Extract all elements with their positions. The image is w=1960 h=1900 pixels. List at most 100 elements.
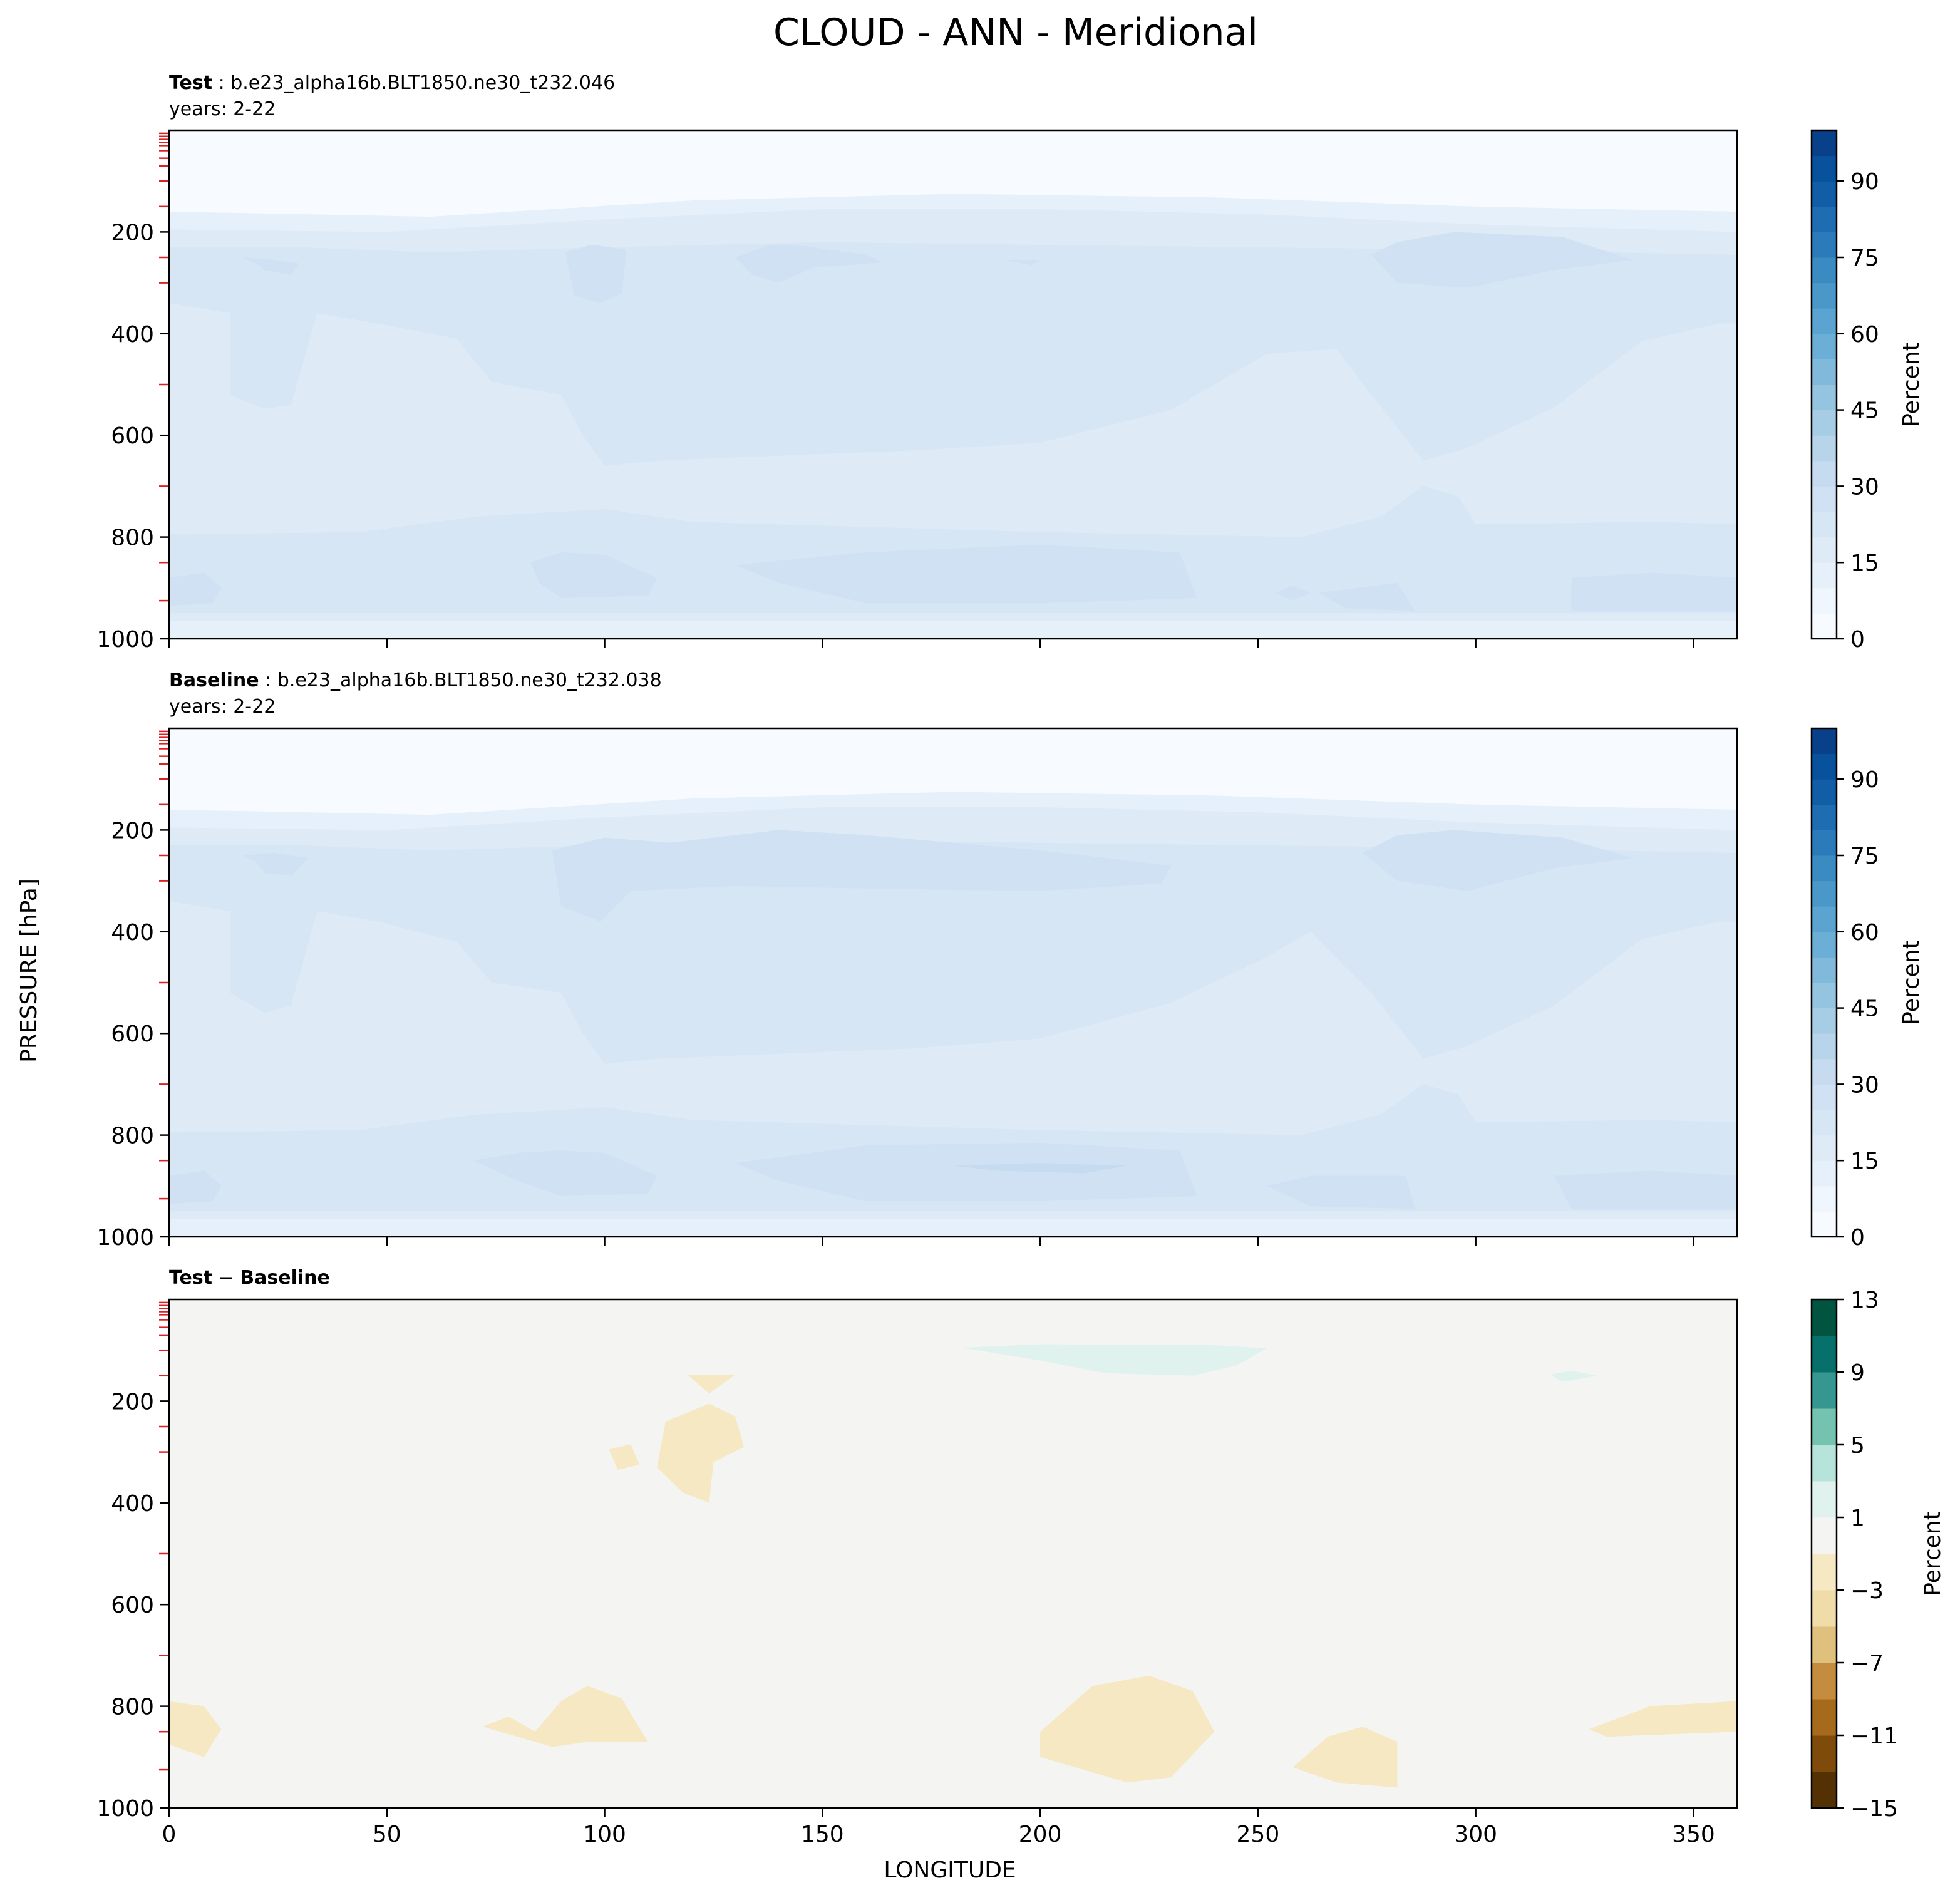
panel-diff-contour-5 bbox=[169, 1701, 222, 1757]
panel-diff-contour-1 bbox=[1549, 1370, 1598, 1382]
panel-diff-plot-area bbox=[168, 1298, 1738, 1809]
panel-diff-contour-6 bbox=[482, 1686, 649, 1747]
panel-baseline-contour-8 bbox=[473, 1150, 657, 1196]
panel-diff-colorbar-band-5 bbox=[1812, 1590, 1837, 1627]
panel-baseline-ytick-label-4: 1000 bbox=[96, 1225, 154, 1251]
panel-diff-xtick-label-5: 250 bbox=[1237, 1822, 1280, 1847]
panel-test-colorbar-tick-label-6: 90 bbox=[1850, 169, 1879, 195]
x-axis-label: LONGITUDE bbox=[884, 1857, 1016, 1883]
panel-baseline-colorbar-band-4 bbox=[1812, 1110, 1837, 1136]
figure-title: CLOUD - ANN - Meridional bbox=[773, 11, 1258, 54]
panel-baseline-colorbar-band-15 bbox=[1812, 830, 1837, 856]
panel-diff-colorbar-band-13 bbox=[1812, 1299, 1837, 1336]
panel-diff-contour-7 bbox=[1040, 1675, 1215, 1783]
panel-diff-colorbar-tick-label-3: −3 bbox=[1850, 1578, 1884, 1604]
panel-baseline-colorbar-band-7 bbox=[1812, 1033, 1837, 1060]
panel-baseline-colorbar-band-19 bbox=[1812, 728, 1837, 755]
panel-test-ytick-label-3: 800 bbox=[111, 525, 154, 551]
panel-test-contour-10 bbox=[530, 552, 657, 598]
panel-baseline-colorbar-label: Percent bbox=[1899, 940, 1924, 1025]
panel-diff-xtick-label-3: 150 bbox=[801, 1822, 844, 1847]
panel-baseline-colorbar: 0 15 30 45 60 75 90 Percent bbox=[1810, 727, 1924, 1251]
panel-diff-ytick-label-0: 200 bbox=[111, 1389, 154, 1415]
panel-baseline-colorbar-tick-label-4: 60 bbox=[1850, 920, 1879, 946]
panel-diff-colorbar-band-1 bbox=[1812, 1735, 1837, 1772]
panel-baseline-y-axis: 200 400 600 800 1000 bbox=[96, 730, 169, 1251]
panel-baseline-colorbar-tick-label-6: 90 bbox=[1850, 767, 1879, 793]
panel-test-colorbar-frame bbox=[1810, 129, 1838, 640]
panel-baseline-contour-10 bbox=[953, 1163, 1128, 1174]
panel-diff-contour-4 bbox=[609, 1444, 640, 1470]
panel-baseline-ytick-label-1: 400 bbox=[111, 920, 154, 946]
panel-test-colorbar-band-10 bbox=[1812, 359, 1837, 385]
panel-baseline-colorbar-band-14 bbox=[1812, 855, 1837, 882]
panel-test-colorbar-tick-label-4: 60 bbox=[1850, 322, 1879, 348]
panel-baseline-colorbar-band-8 bbox=[1812, 1008, 1837, 1034]
panel-diff-xtick-label-1: 50 bbox=[373, 1822, 401, 1847]
panel-baseline-colorbar-band-16 bbox=[1812, 804, 1837, 830]
panel-diff-colorbar-tick-label-5: 5 bbox=[1850, 1433, 1865, 1459]
panel-diff-xtick-label-7: 350 bbox=[1672, 1822, 1715, 1847]
panel-test-colorbar-band-14 bbox=[1812, 257, 1837, 284]
panel-baseline-contours bbox=[169, 792, 1737, 1237]
panel-baseline-colorbar-tick-label-2: 30 bbox=[1850, 1072, 1879, 1098]
panel-test-colorbar-tick-label-1: 15 bbox=[1850, 550, 1879, 576]
panel-baseline-contour-3 bbox=[169, 901, 1737, 1135]
panel-diff-colorbar-tick-label-0: −15 bbox=[1850, 1796, 1898, 1822]
panel-diff-xtick-label-2: 100 bbox=[583, 1822, 626, 1847]
panel-test-contour-7 bbox=[1005, 260, 1041, 266]
panel-baseline-label: Baseline : b.e23_alpha16b.BLT1850.ne30_t… bbox=[169, 669, 662, 691]
panel-diff-colorbar-band-11 bbox=[1812, 1372, 1837, 1409]
panel-baseline: Baseline : b.e23_alpha16b.BLT1850.ne30_t… bbox=[96, 669, 1924, 1251]
panel-test-label-bold: Test bbox=[169, 72, 212, 94]
panel-test-colorbar-band-9 bbox=[1812, 385, 1837, 411]
panel-diff-colorbar-band-0 bbox=[1812, 1772, 1837, 1809]
panel-diff-colorbar-band-12 bbox=[1812, 1336, 1837, 1373]
panel-baseline-colorbar-band-13 bbox=[1812, 880, 1837, 907]
panel-baseline-frame bbox=[168, 727, 1738, 1238]
panel-baseline-colorbar-band-9 bbox=[1812, 983, 1837, 1009]
panel-test-colorbar-band-12 bbox=[1812, 308, 1837, 334]
panel-diff-label-rest: − bbox=[212, 1267, 240, 1289]
panel-baseline-colorbar-tick-label-0: 0 bbox=[1850, 1225, 1865, 1251]
panel-test-colorbar-band-3 bbox=[1812, 537, 1837, 563]
panel-diff-label-bold2: Baseline bbox=[240, 1267, 330, 1289]
panel-diff-label: Test − Baseline bbox=[169, 1267, 330, 1289]
panel-baseline-contour-12 bbox=[1554, 1170, 1737, 1209]
panel-diff-colorbar-band-7 bbox=[1812, 1517, 1837, 1554]
panel-diff-contour-9 bbox=[1589, 1701, 1737, 1737]
panel-test-label-rest: : b.e23_alpha16b.BLT1850.ne30_t232.046 bbox=[212, 72, 615, 94]
panel-test-colorbar-band-4 bbox=[1812, 512, 1837, 538]
panel-diff-xtick-label-4: 200 bbox=[1019, 1822, 1062, 1847]
panel-test-colorbar-band-5 bbox=[1812, 486, 1837, 512]
panel-test-contour-14 bbox=[1571, 572, 1737, 611]
panel-diff-contour-8 bbox=[1292, 1727, 1398, 1788]
panel-test-colorbar-band-18 bbox=[1812, 155, 1837, 182]
panel-diff-contours bbox=[169, 1344, 1737, 1788]
panel-test-contour-13 bbox=[1319, 582, 1415, 611]
panel-baseline-ytick-label-0: 200 bbox=[111, 818, 154, 844]
panel-test-contour-3 bbox=[169, 303, 1737, 537]
panel-diff-colorbar-tick-label-6: 9 bbox=[1850, 1360, 1865, 1386]
panel-test-colorbar-tick-label-3: 45 bbox=[1850, 398, 1879, 424]
panel-diff-colorbar-tick-label-1: −11 bbox=[1850, 1723, 1898, 1749]
panel-baseline-colorbar-band-10 bbox=[1812, 957, 1837, 983]
panel-test-y-axis: 200 400 600 800 1000 bbox=[96, 132, 169, 653]
panel-test-colorbar-band-16 bbox=[1812, 206, 1837, 232]
panel-test-colorbar-band-6 bbox=[1812, 460, 1837, 487]
panel-baseline-contour-11 bbox=[1266, 1175, 1415, 1209]
panel-diff-ytick-label-1: 400 bbox=[111, 1491, 154, 1517]
panel-baseline-colorbar-tick-label-5: 75 bbox=[1850, 844, 1879, 869]
panel-baseline-ytick-label-2: 600 bbox=[111, 1021, 154, 1047]
panel-test-contour-4 bbox=[243, 257, 300, 276]
y-axis-label: PRESSURE [hPa] bbox=[16, 879, 42, 1063]
panel-baseline-colorbar-tick-label-1: 15 bbox=[1850, 1149, 1879, 1174]
panel-diff-contour-0 bbox=[961, 1344, 1267, 1376]
panel-baseline-colorbar-band-3 bbox=[1812, 1135, 1837, 1161]
panel-test-colorbar-band-0 bbox=[1812, 613, 1837, 639]
panel-baseline-contour-7 bbox=[169, 1170, 222, 1204]
panel-baseline-ytick-label-3: 800 bbox=[111, 1123, 154, 1149]
panel-diff-xtick-label-6: 300 bbox=[1454, 1822, 1497, 1847]
panel-diff-colorbar: −15 −11 −7 −3 1 5 9 13 Percent bbox=[1810, 1288, 1946, 1822]
panel-test-ytick-label-2: 600 bbox=[111, 423, 154, 449]
